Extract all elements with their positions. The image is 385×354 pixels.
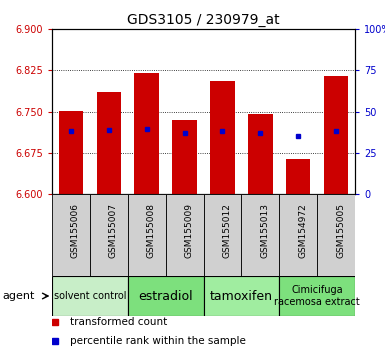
- Text: estradiol: estradiol: [138, 290, 193, 303]
- Bar: [204, 276, 279, 316]
- Bar: [97, 92, 121, 194]
- Text: GSM154972: GSM154972: [298, 204, 307, 258]
- Bar: [59, 112, 83, 194]
- Text: agent: agent: [2, 291, 34, 301]
- Bar: [90, 194, 128, 276]
- Text: transformed count: transformed count: [70, 317, 167, 327]
- Bar: [210, 81, 235, 194]
- Bar: [172, 120, 197, 194]
- Text: GSM155008: GSM155008: [147, 204, 156, 258]
- Text: Cimicifuga
racemosa extract: Cimicifuga racemosa extract: [274, 285, 360, 307]
- Bar: [52, 276, 128, 316]
- Text: percentile rank within the sample: percentile rank within the sample: [70, 336, 246, 346]
- Text: GSM155007: GSM155007: [109, 204, 118, 258]
- Bar: [324, 76, 348, 194]
- Title: GDS3105 / 230979_at: GDS3105 / 230979_at: [127, 13, 280, 27]
- Bar: [279, 194, 317, 276]
- Bar: [134, 73, 159, 194]
- Text: tamoxifen: tamoxifen: [210, 290, 273, 303]
- Bar: [204, 194, 241, 276]
- Text: GSM155013: GSM155013: [260, 204, 269, 258]
- Bar: [128, 194, 166, 276]
- Bar: [248, 114, 273, 194]
- Bar: [286, 159, 310, 194]
- Bar: [128, 276, 204, 316]
- Text: GSM155005: GSM155005: [336, 204, 345, 258]
- Bar: [317, 194, 355, 276]
- Text: GSM155009: GSM155009: [184, 204, 194, 258]
- Text: GSM155012: GSM155012: [223, 204, 231, 258]
- Bar: [52, 194, 90, 276]
- Text: GSM155006: GSM155006: [71, 204, 80, 258]
- Text: solvent control: solvent control: [54, 291, 126, 301]
- Bar: [241, 194, 279, 276]
- Bar: [279, 276, 355, 316]
- Bar: [166, 194, 204, 276]
